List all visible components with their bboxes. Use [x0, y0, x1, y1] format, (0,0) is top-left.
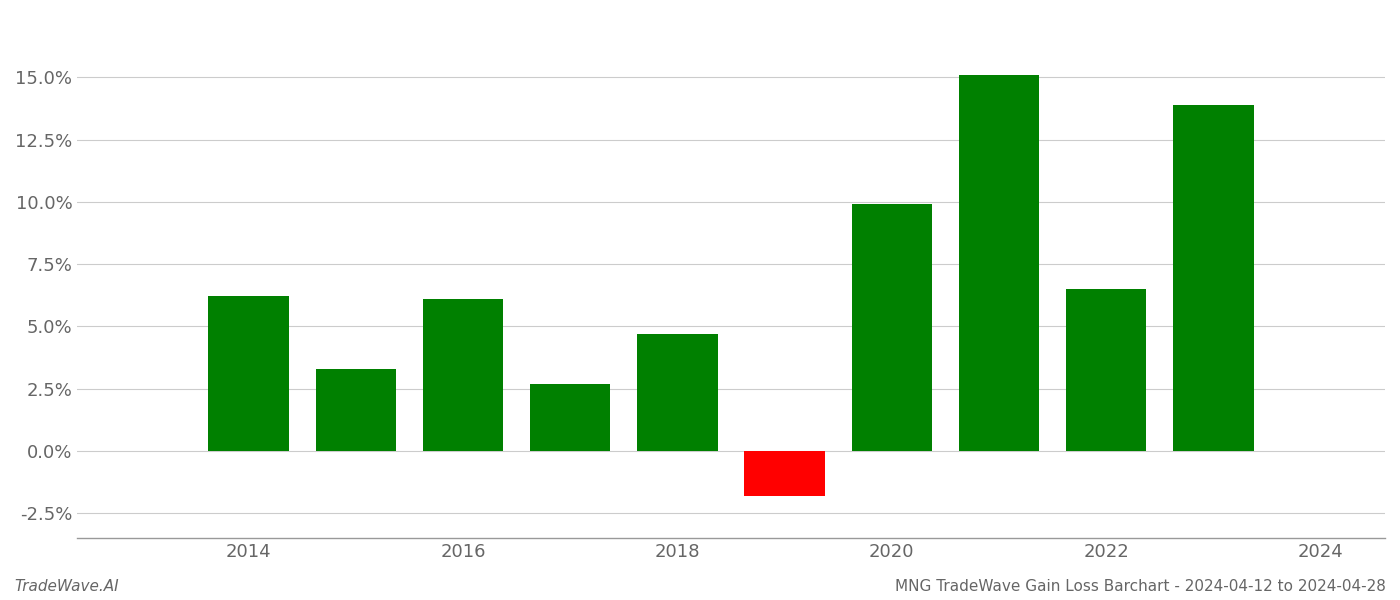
Bar: [531, 383, 610, 451]
Bar: [209, 296, 288, 451]
Bar: [1065, 289, 1147, 451]
Bar: [423, 299, 503, 451]
Bar: [959, 75, 1039, 451]
Bar: [851, 205, 932, 451]
Bar: [1173, 104, 1253, 451]
Text: MNG TradeWave Gain Loss Barchart - 2024-04-12 to 2024-04-28: MNG TradeWave Gain Loss Barchart - 2024-…: [895, 579, 1386, 594]
Bar: [637, 334, 718, 451]
Bar: [315, 369, 396, 451]
Text: TradeWave.AI: TradeWave.AI: [14, 579, 119, 594]
Bar: [745, 451, 825, 496]
